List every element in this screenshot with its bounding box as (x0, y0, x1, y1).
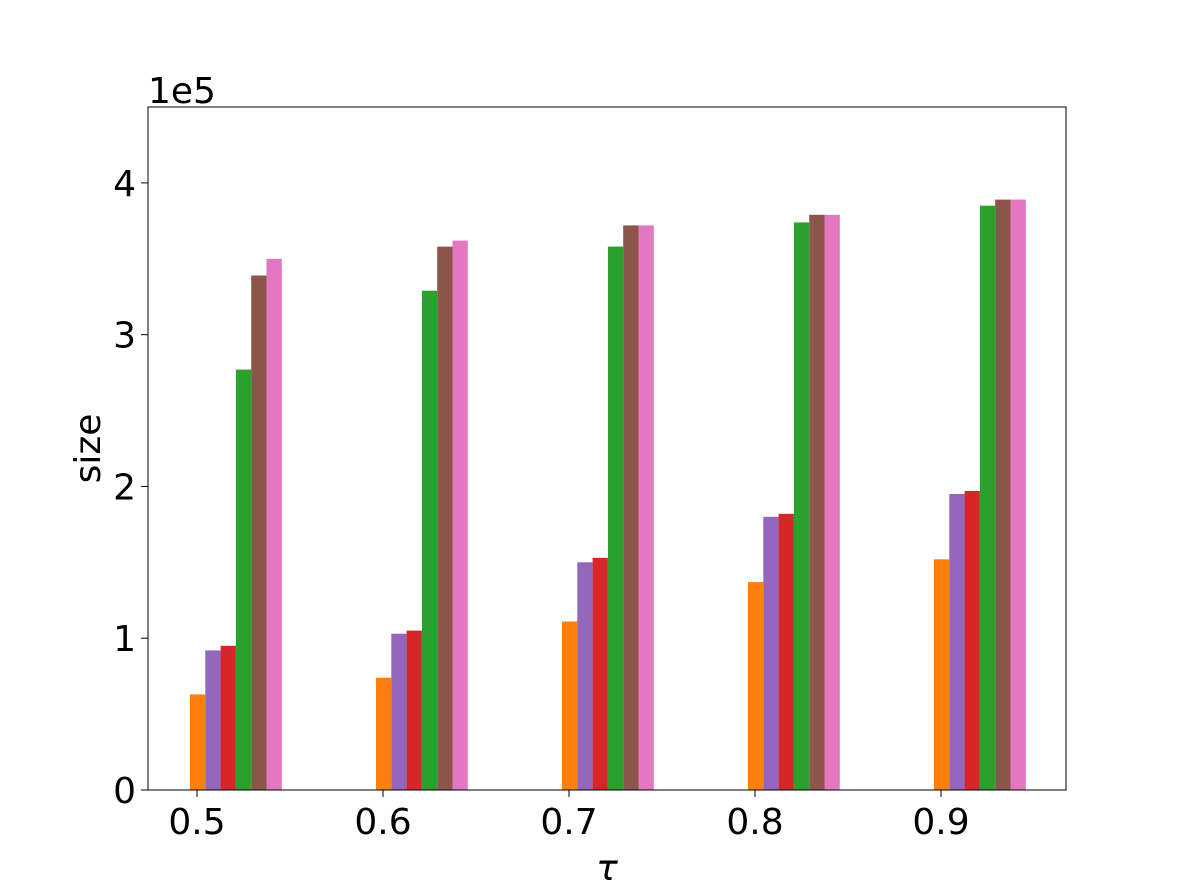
bar-0.6-series-6 (452, 240, 468, 791)
bar-0.5-series-5 (251, 275, 267, 790)
bar-0.9-series-3 (964, 491, 980, 790)
y-tick-label: 1 (113, 619, 136, 660)
bar-0.9-series-1 (934, 559, 950, 790)
y-tick-label: 2 (113, 467, 136, 508)
y-axis-label: size (68, 414, 109, 484)
bar-0.5-series-4 (235, 369, 252, 790)
bar-0.6-series-5 (437, 246, 453, 791)
bar-0.9-series-5 (995, 199, 1011, 791)
bar-0.8-series-1 (748, 582, 764, 790)
bar-0.6-series-1 (376, 677, 392, 790)
bar-0.6-series-4 (421, 290, 438, 790)
x-axis: 0.5 0.6 0.7 0.8 0.9 (168, 790, 970, 843)
bar-0.8-series-5 (809, 214, 825, 791)
x-tick-label: 0.6 (354, 802, 411, 843)
x-tick-label: 0.9 (912, 802, 969, 843)
bar-0.6-series-2 (391, 633, 407, 790)
y-tick-label: 0 (113, 771, 136, 812)
bar-0.8-series-4 (793, 222, 810, 790)
bar-0.8-series-2 (763, 516, 779, 790)
bars-group (190, 199, 1026, 791)
y-offset-label: 1e5 (148, 71, 216, 112)
bar-0.7-series-1 (562, 621, 578, 790)
bar-0.9-series-2 (949, 494, 965, 790)
bar-0.8-series-6 (824, 214, 840, 791)
bar-0.9-series-4 (979, 205, 996, 790)
bar-0.5-series-1 (190, 694, 206, 790)
y-axis: 0 1 2 3 4 (113, 164, 148, 812)
y-tick-label: 4 (113, 164, 136, 205)
y-tick-label: 3 (113, 316, 136, 357)
bar-0.7-series-2 (577, 562, 593, 790)
bar-0.7-series-6 (638, 225, 654, 790)
bar-0.7-series-5 (623, 225, 639, 790)
bar-0.5-series-2 (205, 650, 221, 790)
bar-0.9-series-6 (1010, 199, 1026, 791)
bar-0.8-series-3 (778, 513, 794, 790)
bar-0.5-series-6 (266, 258, 282, 790)
x-tick-label: 0.5 (168, 802, 225, 843)
bar-0.5-series-3 (220, 645, 236, 790)
x-tick-label: 0.7 (540, 802, 597, 843)
plot-frame (147, 106, 1067, 791)
x-axis-label: τ (596, 848, 618, 888)
bar-0.7-series-4 (607, 246, 624, 791)
x-tick-label: 0.8 (726, 802, 783, 843)
bar-0.7-series-3 (592, 557, 608, 790)
bar-0.6-series-3 (406, 630, 422, 790)
